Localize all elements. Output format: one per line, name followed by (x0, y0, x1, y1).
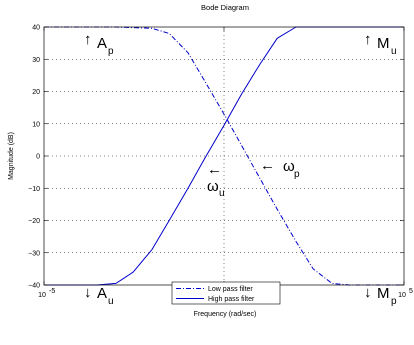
annotation-omega-u-arrow: ← (207, 161, 222, 178)
annotation-au-sub: u (108, 296, 114, 307)
y-tick-label: −10 (28, 186, 40, 193)
y-tick-label: 10 (32, 121, 40, 128)
annotation-mp-label: M (377, 285, 390, 302)
x-axis-label: Frequency (rad/sec) (194, 311, 257, 318)
annotation-omega-p-label: ω (283, 158, 295, 175)
annotation-omega-u-sub: u (219, 188, 225, 199)
x-tick-label: 10 (38, 292, 46, 299)
series-line-high-pass (44, 26, 404, 286)
y-tick-label: 40 (32, 25, 40, 32)
y-tick-label: 30 (32, 57, 40, 64)
annotation-mu-label: M (377, 35, 390, 52)
annotation-ap-label: A (97, 35, 107, 52)
y-tick-label: 20 (32, 89, 40, 96)
annotation-ap: ↑ A p (84, 31, 114, 57)
legend-label-high-pass: High pass filter (208, 296, 255, 303)
annotation-omega-u-label: ω (207, 178, 219, 195)
annotation-mu-arrow: ↑ (364, 31, 372, 48)
annotation-mp-sub: p (391, 296, 397, 307)
x-tick-label: 10 (398, 292, 406, 299)
annotation-omega-u: ← ω u (207, 161, 225, 199)
annotation-omega-p-sub: p (294, 169, 300, 180)
chart-title: Bode Diagram (201, 3, 249, 12)
x-tick-exponent: 5 (409, 288, 413, 295)
annotation-ap-arrow: ↑ (84, 31, 92, 48)
legend: Low pass filter High pass filter (171, 281, 281, 305)
annotation-au-arrow: ↓ (84, 284, 92, 301)
annotation-au-label: A (97, 285, 107, 302)
y-axis-label: Magnitude (dB) (8, 132, 15, 180)
annotation-mu-sub: u (391, 46, 397, 57)
y-ticks: 40 30 20 10 0 −10 −20 −30 −40 (28, 25, 404, 290)
grid (44, 27, 404, 285)
y-tick-label: −40 (28, 283, 40, 290)
annotation-omega-p: ← ω p (260, 157, 300, 180)
legend-label-low-pass: Low pass filter (208, 286, 253, 293)
y-tick-label: −20 (28, 218, 40, 225)
x-tick-exponent: -5 (49, 288, 55, 295)
y-tick-label: 0 (36, 154, 40, 161)
annotation-au: ↓ A u (84, 284, 114, 307)
annotation-ap-sub: p (108, 46, 114, 57)
annotation-omega-p-arrow: ← (260, 157, 275, 174)
annotation-mp: ↓ M p (364, 284, 397, 307)
annotation-mp-arrow: ↓ (364, 284, 372, 301)
series-group (44, 26, 404, 286)
annotation-mu: ↑ M u (364, 31, 397, 57)
y-tick-label: −30 (28, 250, 40, 257)
